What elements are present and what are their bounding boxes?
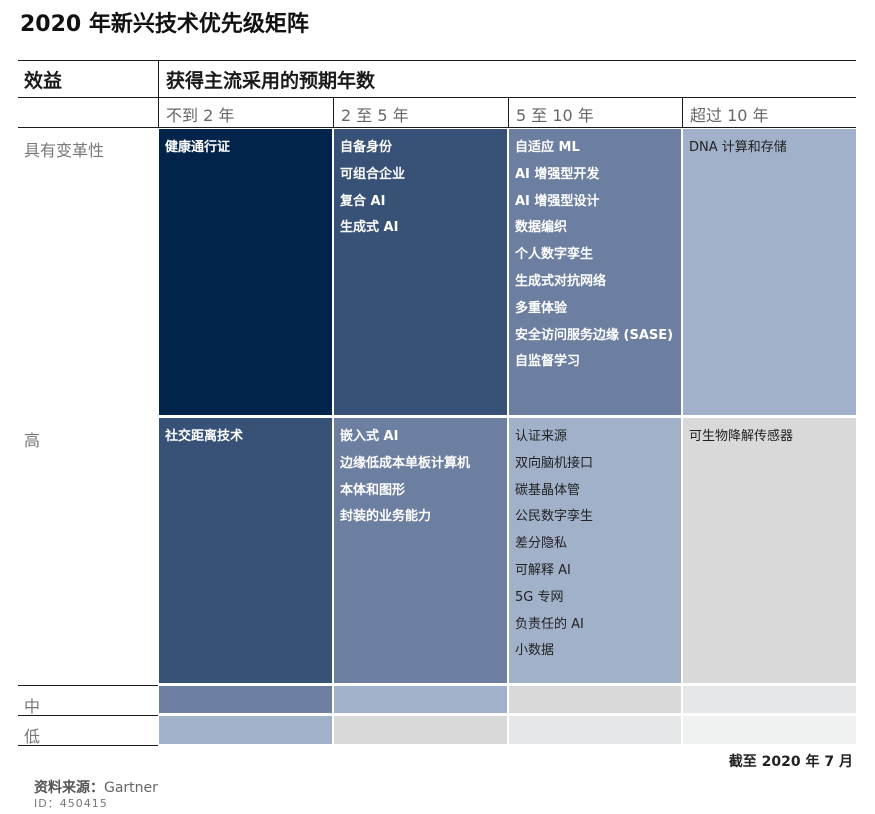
col-divider-1: [158, 98, 159, 128]
cell-moderate-5-10: [509, 686, 681, 713]
cell-low-5-10: [509, 716, 681, 744]
cell-moderate-under-2: [159, 686, 332, 713]
cell-high-5-10: 认证来源 双向脑机接口 碳基晶体管 公民数字孪生 差分隐私 可解释 AI 5G …: [509, 418, 681, 683]
page-title: 2020 年新兴技术优先级矩阵: [20, 12, 309, 37]
cell-transformational-over-10: DNA 计算和存储: [683, 129, 856, 415]
technology-item: 碳基晶体管: [515, 482, 581, 498]
source-label: 资料来源：: [34, 780, 104, 796]
column-label-2-5: 2 至 5 年: [341, 106, 409, 125]
col-divider-4: [682, 98, 683, 128]
cell-transformational-5-10: 自适应 ML AI 增强型开发 AI 增强型设计 数据编织 个人数字孪生 生成式…: [509, 129, 681, 415]
column-label-5-10: 5 至 10 年: [516, 106, 594, 125]
technology-item: 公民数字孪生: [515, 509, 594, 525]
col-divider-2: [333, 98, 334, 128]
adoption-header: 获得主流采用的预期年数: [166, 70, 376, 92]
benefit-header: 效益: [24, 70, 63, 92]
technology-item: 可组合企业: [340, 166, 406, 182]
row-label-high: 高: [24, 431, 41, 450]
technology-item: 生成式 AI: [340, 220, 399, 236]
cell-transformational-2-5: 自备身份 可组合企业 复合 AI 生成式 AI: [334, 129, 507, 415]
cell-moderate-over-10: [683, 686, 856, 713]
cell-high-2-5: 嵌入式 AI 边缘低成本单板计算机 本体和图形 封装的业务能力: [334, 418, 507, 683]
technology-item: 复合 AI: [340, 193, 386, 209]
cell-high-under-2: 社交距离技术: [159, 418, 332, 683]
technology-item: 自备身份: [340, 140, 393, 155]
technology-item: 封装的业务能力: [340, 509, 432, 525]
cell-low-over-10: [683, 716, 856, 744]
header-bottom-rule: [18, 127, 856, 128]
source-value: Gartner: [104, 780, 158, 796]
row-label-transformational: 具有变革性: [24, 141, 105, 160]
technology-item: 认证来源: [515, 429, 568, 444]
row-label-moderate: 中: [24, 697, 41, 716]
technology-item: 可解释 AI: [515, 562, 571, 578]
technology-item: 嵌入式 AI: [340, 429, 399, 444]
document-id: ID：450415: [34, 797, 108, 810]
cell-transformational-under-2: 健康通行证: [159, 129, 332, 415]
source-line: 资料来源：Gartner: [34, 777, 158, 797]
technology-item: 本体和图形: [340, 482, 406, 498]
technology-item: 可生物降解传感器: [689, 429, 794, 444]
technology-item: 生成式对抗网络: [515, 273, 607, 289]
cell-low-2-5: [334, 716, 507, 744]
cell-low-under-2: [159, 716, 332, 744]
header-divider: [158, 60, 159, 98]
technology-item: 健康通行证: [165, 140, 231, 155]
technology-item: AI 增强型设计: [515, 193, 600, 209]
technology-item: 安全访问服务边缘 (SASE): [515, 327, 674, 343]
technology-item: 双向脑机接口: [515, 455, 594, 471]
column-label-over-10: 超过 10 年: [690, 106, 769, 125]
technology-item: 自适应 ML: [515, 140, 580, 155]
header-mid-rule: [18, 97, 856, 98]
column-label-under-2: 不到 2 年: [166, 106, 235, 125]
row-label-low: 低: [24, 727, 41, 746]
technology-item: 社交距离技术: [165, 429, 244, 444]
row-rule-moderate: [18, 685, 158, 686]
technology-item: 个人数字孪生: [515, 247, 594, 263]
technology-item: 差分隐私: [515, 536, 568, 552]
technology-item: 5G 专网: [515, 589, 564, 605]
cell-moderate-2-5: [334, 686, 507, 713]
col-divider-3: [508, 98, 509, 128]
cell-high-over-10: 可生物降解传感器: [683, 418, 856, 683]
technology-item: 负责任的 AI: [515, 616, 584, 632]
header-top-rule: [18, 60, 856, 61]
row-rule-bottom: [18, 745, 158, 746]
technology-item: 多重体验: [515, 300, 568, 316]
as-of-date: 截至 2020 年 7 月: [728, 754, 853, 770]
technology-item: 数据编织: [515, 220, 568, 236]
technology-item: 边缘低成本单板计算机: [340, 455, 471, 471]
technology-item: 小数据: [515, 643, 555, 659]
technology-item: AI 增强型开发: [515, 166, 600, 182]
technology-item: DNA 计算和存储: [689, 140, 787, 155]
row-rule-low: [18, 715, 158, 716]
technology-item: 自监督学习: [515, 354, 581, 370]
